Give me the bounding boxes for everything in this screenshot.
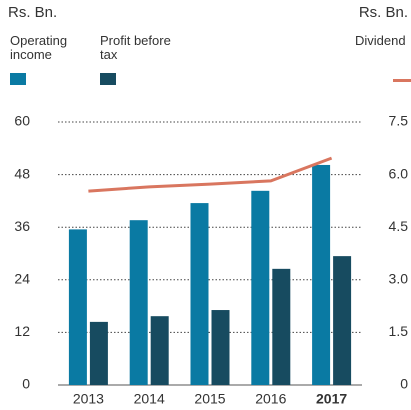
bar: [211, 310, 230, 385]
bar: [89, 321, 108, 385]
y-tick-label: 60: [14, 113, 30, 129]
legend-label: Operating income: [10, 33, 68, 62]
y2-tick-label: 1.5: [389, 323, 409, 339]
y2-tick-label: 0: [400, 376, 408, 392]
x-tick-label: 2014: [134, 391, 165, 407]
legend-swatch: [393, 79, 411, 82]
y2-tick-label: 7.5: [389, 113, 409, 129]
x-tick-label: 2013: [73, 391, 104, 407]
y2-axis-label: Rs. Bn.: [359, 4, 408, 21]
y2-tick-label: 4.5: [389, 218, 409, 234]
bar: [251, 190, 270, 385]
bar: [129, 220, 148, 385]
legend-label: Dividend: [355, 33, 406, 48]
bar: [190, 203, 209, 385]
legend-swatch: [10, 73, 26, 85]
bar: [150, 316, 169, 385]
y-tick-label: 48: [14, 165, 30, 181]
bar: [333, 256, 352, 385]
x-tick-label: 2017: [316, 391, 347, 407]
y-tick-label: 24: [14, 271, 30, 287]
y2-tick-label: 6.0: [389, 165, 409, 181]
y-tick-label: 12: [14, 323, 30, 339]
y-axis-label: Rs. Bn.: [8, 4, 57, 21]
y-tick-label: 36: [14, 218, 30, 234]
x-tick-label: 2015: [194, 391, 225, 407]
legend-swatch: [100, 73, 116, 85]
bar: [68, 229, 87, 385]
y2-tick-label: 3.0: [389, 271, 409, 287]
y-tick-label: 0: [22, 376, 30, 392]
line: [88, 156, 333, 193]
x-tick-label: 2016: [255, 391, 286, 407]
bar: [272, 268, 291, 385]
bar: [312, 164, 331, 385]
legend-label: Profit before tax: [100, 33, 171, 62]
